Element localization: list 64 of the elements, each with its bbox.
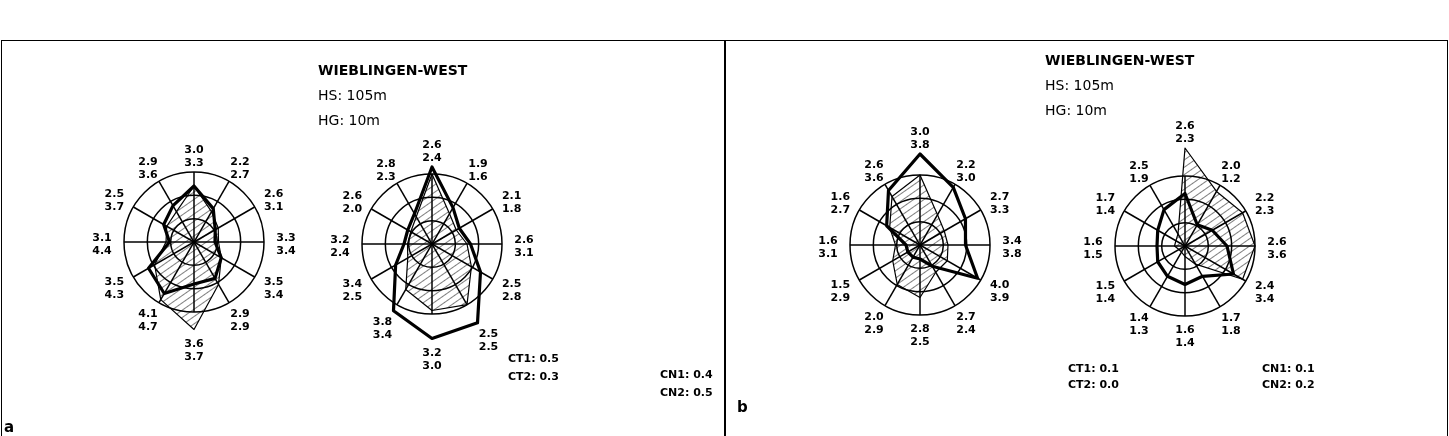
spoke-label: 2.5 3.7 (104, 187, 125, 213)
spoke-label: 2.0 1.2 (1221, 158, 1242, 185)
chart-title: WIEBLINGEN-WEST (318, 62, 468, 78)
text: CN1: 0.4 (660, 368, 713, 381)
spoke-label: 2.6 2.0 (342, 189, 363, 215)
spoke-label: 3.3 3.4 (276, 231, 297, 257)
spoke-label: 2.2 2.3 (1254, 191, 1275, 217)
spoke-label: 1.7 1.8 (1221, 311, 1241, 338)
spoke-label: 3.8 3.4 (372, 315, 393, 342)
spoke-label: 2.6 3.1 (514, 233, 535, 259)
text: a (4, 418, 15, 436)
text: CN2: 0.5 (660, 386, 713, 399)
text: CN2: 0.2 (1262, 378, 1315, 391)
text: WIEBLINGEN-WEST (1045, 52, 1195, 68)
spoke-label: 4.0 3.9 (989, 278, 1010, 304)
spoke-label: 3.4 2.5 (342, 277, 363, 303)
spoke-label: 2.6 3.6 (864, 157, 885, 184)
spoke-label: 3.4 3.8 (1002, 234, 1023, 260)
chart-subtitle: HS: 105m (318, 87, 387, 103)
spoke-label: 2.5 2.5 (478, 327, 499, 354)
spoke-label: 2.6 3.1 (263, 187, 284, 213)
spoke-label: 3.0 3.8 (910, 125, 931, 151)
spoke-label: 2.8 2.5 (910, 322, 930, 348)
spoke-label: 3.5 4.3 (104, 275, 125, 301)
spoke-label: 3.2 3.0 (422, 345, 443, 372)
text: CT1: 0.1 (1068, 362, 1119, 375)
spoke-label: 3.6 3.7 (184, 336, 205, 363)
spoke-label: 4.1 4.7 (138, 307, 158, 334)
text: b (737, 398, 748, 416)
spoke-label: 2.6 2.3 (1175, 119, 1196, 145)
spoke-label: 2.6 2.4 (422, 138, 443, 164)
spoke-label: 2.9 2.9 (230, 307, 250, 334)
spoke-label: 3.5 3.4 (263, 275, 284, 301)
text: CT1: 0.5 (508, 352, 559, 365)
text: CN1: 0.1 (1262, 362, 1315, 375)
spoke-label: 3.1 4.4 (92, 231, 113, 257)
spoke-label: 1.7 1.4 (1095, 191, 1116, 217)
spoke-label: 1.5 2.9 (830, 278, 851, 304)
spoke-label: 2.8 2.3 (376, 156, 396, 183)
spoke-label: 2.9 3.6 (138, 154, 159, 181)
spoke-label: 1.9 1.6 (468, 156, 489, 183)
spoke-label: 1.4 1.3 (1129, 311, 1150, 338)
spoke-label: 2.7 2.4 (956, 310, 977, 337)
text: CT2: 0.3 (508, 370, 559, 383)
text: HG: 10m (1045, 102, 1107, 118)
spoke-label: 2.4 3.4 (1254, 279, 1275, 305)
spoke-label: 2.7 3.3 (989, 190, 1010, 216)
spoke-label: 1.6 1.5 (1083, 235, 1104, 261)
spoke-label: 2.5 1.9 (1129, 158, 1149, 185)
spoke-label: 1.6 3.1 (818, 234, 839, 260)
text: CT2: 0.0 (1068, 378, 1119, 391)
spoke-label: 1.6 2.7 (830, 190, 851, 216)
text: HS: 105m (1045, 77, 1114, 93)
spoke-label: 2.1 1.8 (501, 189, 522, 215)
spoke-label: 1.5 1.4 (1095, 279, 1116, 305)
spoke-label: 2.0 2.9 (864, 310, 885, 337)
spoke-label: 2.6 3.6 (1267, 235, 1288, 261)
text: HG: 10m (318, 112, 380, 128)
spoke-label: 3.2 2.4 (330, 233, 351, 259)
spoke-label: 2.2 3.0 (956, 157, 977, 184)
spoke-label: 1.6 1.4 (1175, 323, 1196, 349)
spoke-label: 3.0 3.3 (184, 143, 205, 169)
spoke-label: 2.5 2.8 (501, 277, 522, 303)
spoke-label: 2.2 2.7 (230, 154, 250, 181)
